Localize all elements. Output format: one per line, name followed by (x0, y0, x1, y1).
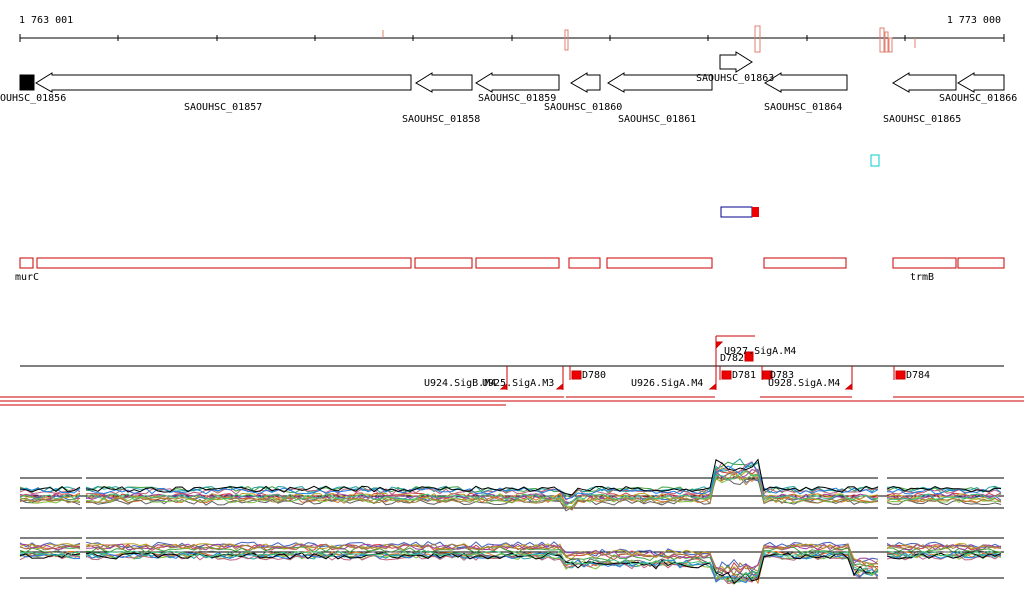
operon-box[interactable] (36, 257, 412, 269)
operon-box[interactable] (892, 257, 957, 269)
marker-U924[interactable] (499, 382, 508, 390)
marker-D784[interactable] (895, 370, 906, 380)
gene-label-01858: SAOUHSC_01858 (402, 114, 480, 125)
operon-box[interactable] (957, 257, 1005, 269)
operon-box[interactable] (763, 257, 847, 269)
operon-box[interactable] (606, 257, 713, 269)
gene-label-01856: OUHSC_01856 (0, 93, 66, 104)
feature-label-U928: U928.SigA.M4 (768, 378, 840, 389)
marker-D782[interactable] (744, 351, 754, 362)
feature-extent-lines (0, 396, 1024, 406)
feature-label-U926: U926.SigA.M4 (631, 378, 703, 389)
marker-U926[interactable] (708, 382, 717, 390)
marker-D781[interactable] (721, 370, 732, 380)
gene-SAOUHSC_01861[interactable] (607, 72, 713, 93)
gene-track (19, 51, 1005, 93)
operon-label-trmB: trmB (910, 272, 934, 283)
expression-panel-upper (19, 458, 1004, 512)
gene-labels: OUHSC_01856 SAOUHSC_01857 SAOUHSC_01858 … (0, 73, 1017, 125)
feature-label-U925: U925.SigA.M3 (482, 378, 554, 389)
gene-label-01864: SAOUHSC_01864 (764, 102, 842, 113)
gene-SAOUHSC_01864[interactable] (764, 72, 848, 93)
feature-track: U924.SigB.M4 U925.SigA.M3 D780 U926.SigA… (0, 335, 1024, 406)
gene-SAOUHSC_01859[interactable] (475, 72, 560, 93)
gene-SAOUHSC_01866[interactable] (957, 72, 1005, 93)
marker-U927[interactable] (715, 341, 724, 350)
ruler-ticks (19, 34, 1005, 42)
cyan-feature-box[interactable] (870, 154, 880, 167)
gene-label-01859: SAOUHSC_01859 (478, 93, 556, 104)
operon-box[interactable] (414, 257, 473, 269)
feature-label-D784: D784 (906, 370, 930, 381)
operon-box[interactable] (475, 257, 560, 269)
operon-box[interactable] (568, 257, 601, 269)
marker-D780[interactable] (571, 370, 582, 380)
marker-U928[interactable] (844, 382, 853, 390)
gene-SAOUHSC_01857[interactable] (35, 72, 412, 93)
feature-label-D780: D780 (582, 370, 606, 381)
gene-label-01866: SAOUHSC_01866 (939, 93, 1017, 104)
feature-markers[interactable] (499, 336, 906, 390)
gene-SAOUHSC_01860[interactable] (570, 72, 601, 93)
feature-labels: U924.SigB.M4 U925.SigA.M3 D780 U926.SigA… (424, 346, 930, 389)
feature-label-D783: D783 (770, 370, 794, 381)
gene-label-01857: SAOUHSC_01857 (184, 102, 262, 113)
gene-label-01865: SAOUHSC_01865 (883, 114, 961, 125)
operon-label-murC: murC (15, 272, 39, 283)
gene-SAOUHSC_01856[interactable] (19, 74, 35, 91)
gene-label-01861: SAOUHSC_01861 (618, 114, 696, 125)
feature-label-U924: U924.SigB.M4 (424, 378, 496, 389)
gene-SAOUHSC_01865[interactable] (892, 72, 957, 93)
expression-panel-lower (19, 537, 1004, 585)
gene-label-01863: SAOUHSC_01863 (696, 73, 774, 84)
ruler-start-label: 1 763 001 (19, 15, 73, 26)
operon-box[interactable] (19, 257, 34, 269)
feature-label-D782: D782 (720, 353, 744, 364)
feature-label-U927: U927.SigA.M4 (724, 346, 796, 357)
blue-red-feature[interactable] (720, 206, 759, 218)
gene-SAOUHSC_01863[interactable] (719, 51, 753, 73)
feature-label-D781: D781 (732, 370, 756, 381)
gene-label-01860: SAOUHSC_01860 (544, 102, 622, 113)
marker-U925[interactable] (555, 382, 564, 390)
small-feature-marks (382, 25, 916, 53)
marker-D783[interactable] (762, 370, 773, 380)
gene-SAOUHSC_01858[interactable] (415, 72, 473, 93)
ruler-end-label: 1 773 000 (947, 15, 1001, 26)
coordinate-ruler: 1 763 001 1 773 000 (19, 15, 1005, 53)
operon-track (19, 257, 1005, 269)
